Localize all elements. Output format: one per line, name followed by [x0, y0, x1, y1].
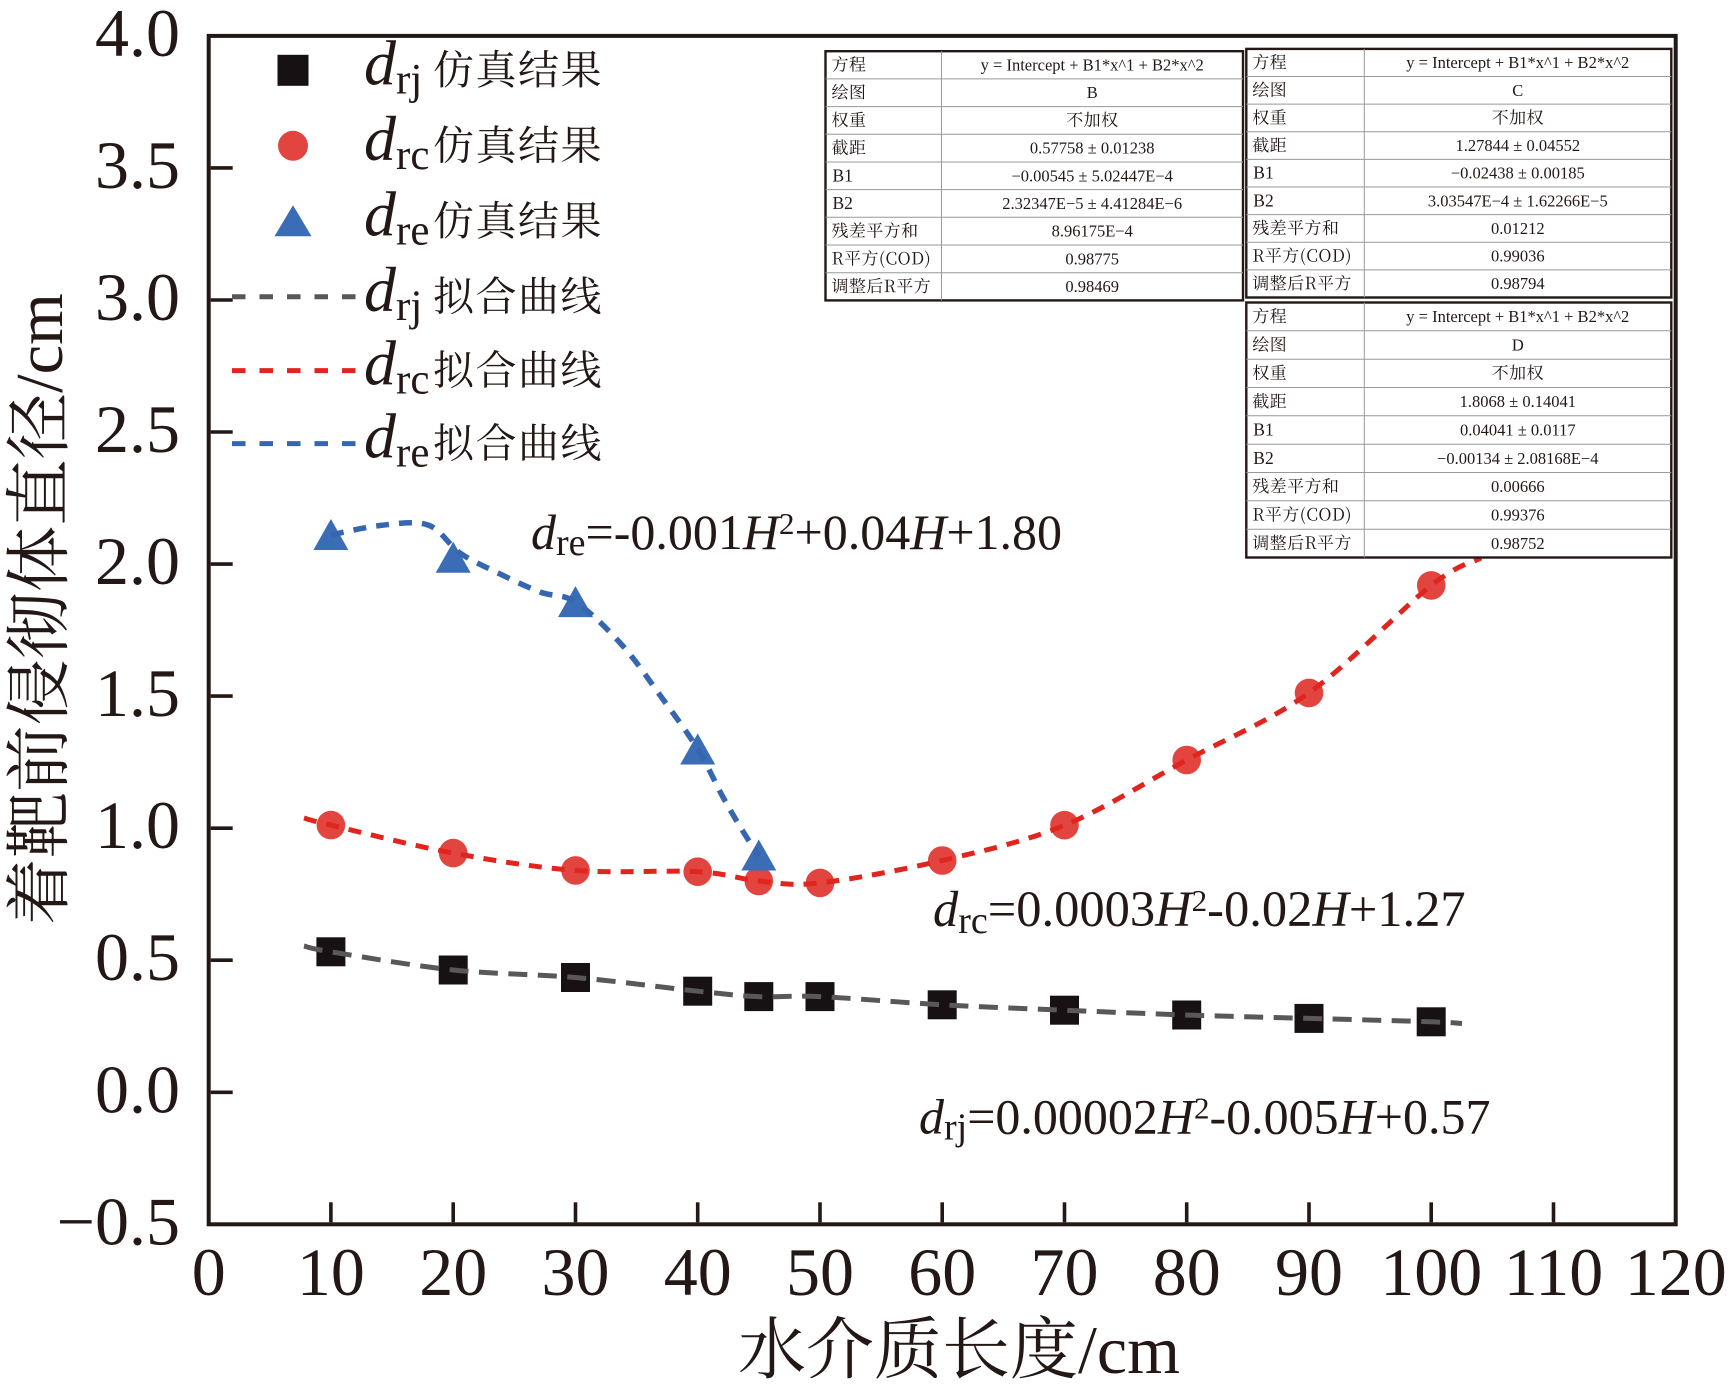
svg-text:0.04041 ± 0.0117: 0.04041 ± 0.0117: [1460, 421, 1576, 440]
svg-text:B2: B2: [833, 193, 853, 213]
svg-text:8.96175E−4: 8.96175E−4: [1052, 222, 1133, 241]
svg-text:/cm: /cm: [1078, 1312, 1180, 1388]
svg-text:10: 10: [297, 1234, 365, 1310]
svg-text:1.8068 ± 0.14041: 1.8068 ± 0.14041: [1460, 392, 1576, 411]
svg-text:−0.00134 ± 2.08168E−4: −0.00134 ± 2.08168E−4: [1437, 449, 1599, 468]
svg-text:0.99036: 0.99036: [1491, 247, 1545, 266]
svg-text:0.0: 0.0: [95, 1051, 180, 1127]
svg-text:4.0: 4.0: [95, 0, 180, 71]
svg-text:3.0: 3.0: [95, 259, 180, 335]
svg-text:y = Intercept + B1*x^1 + B2*x^: y = Intercept + B1*x^1 + B2*x^2: [1406, 307, 1629, 326]
svg-text:0.5: 0.5: [95, 919, 180, 995]
svg-text:0: 0: [192, 1234, 226, 1310]
svg-text:2.5: 2.5: [95, 391, 180, 467]
svg-text:3.03547E−4 ± 1.62266E−5: 3.03547E−4 ± 1.62266E−5: [1428, 191, 1608, 210]
svg-text:0.98775: 0.98775: [1065, 249, 1119, 268]
svg-text:B2: B2: [1253, 190, 1273, 210]
svg-text:2.0: 2.0: [95, 523, 180, 599]
svg-text:D: D: [1512, 336, 1524, 355]
svg-text:0.57758 ± 0.01238: 0.57758 ± 0.01238: [1030, 139, 1155, 158]
svg-text:110: 110: [1504, 1234, 1603, 1310]
svg-text:−0.02438 ± 0.00185: −0.02438 ± 0.00185: [1451, 164, 1585, 183]
svg-text:drj=0.00002H2​-0.005H+0.57: drj=0.00002H2​-0.005H+0.57: [919, 1089, 1491, 1149]
svg-text:90: 90: [1275, 1234, 1343, 1310]
svg-text:dre=-0.001H2​+0.04H+1.80: dre=-0.001H2​+0.04H+1.80: [531, 504, 1062, 564]
svg-text:B1: B1: [833, 165, 853, 185]
svg-text:y = Intercept + B1*x^1 + B2*x^: y = Intercept + B1*x^1 + B2*x^2: [981, 56, 1204, 75]
svg-text:1.0: 1.0: [95, 787, 180, 863]
svg-text:B2: B2: [1253, 448, 1273, 468]
svg-text:1.27844 ± 0.04552: 1.27844 ± 0.04552: [1456, 136, 1581, 155]
svg-text:1.5: 1.5: [95, 655, 180, 731]
svg-text:0.00666: 0.00666: [1491, 477, 1545, 496]
svg-text:B: B: [1087, 83, 1098, 102]
svg-text:50: 50: [786, 1234, 854, 1310]
svg-text:40: 40: [664, 1234, 732, 1310]
svg-text:0.98752: 0.98752: [1491, 534, 1545, 553]
svg-text:60: 60: [908, 1234, 976, 1310]
svg-text:−0.5: −0.5: [57, 1183, 180, 1259]
svg-text:C: C: [1512, 81, 1523, 100]
svg-text:0.01212: 0.01212: [1491, 219, 1545, 238]
svg-text:70: 70: [1031, 1234, 1099, 1310]
svg-text:0.99376: 0.99376: [1491, 506, 1545, 525]
svg-text:−0.00545 ± 5.02447E−4: −0.00545 ± 5.02447E−4: [1011, 166, 1173, 185]
svg-text:/cm: /cm: [4, 293, 77, 393]
svg-text:y = Intercept + B1*x^1 + B2*x^: y = Intercept + B1*x^1 + B2*x^2: [1406, 53, 1629, 72]
svg-text:120: 120: [1625, 1234, 1727, 1310]
svg-text:0.98469: 0.98469: [1065, 277, 1119, 296]
svg-text:B1: B1: [1253, 420, 1273, 440]
svg-text:80: 80: [1153, 1234, 1221, 1310]
svg-text:30: 30: [542, 1234, 610, 1310]
svg-text:2.32347E−5 ± 4.41284E−6: 2.32347E−5 ± 4.41284E−6: [1002, 194, 1182, 213]
svg-text:3.5: 3.5: [95, 127, 180, 203]
svg-text:B1: B1: [1253, 163, 1273, 183]
svg-text:20: 20: [419, 1234, 487, 1310]
svg-text:drc=0.0003H2​-0.02H+1.27: drc=0.0003H2​-0.02H+1.27: [933, 881, 1466, 942]
svg-text:0.98794: 0.98794: [1491, 274, 1545, 293]
svg-text:100: 100: [1380, 1234, 1482, 1310]
